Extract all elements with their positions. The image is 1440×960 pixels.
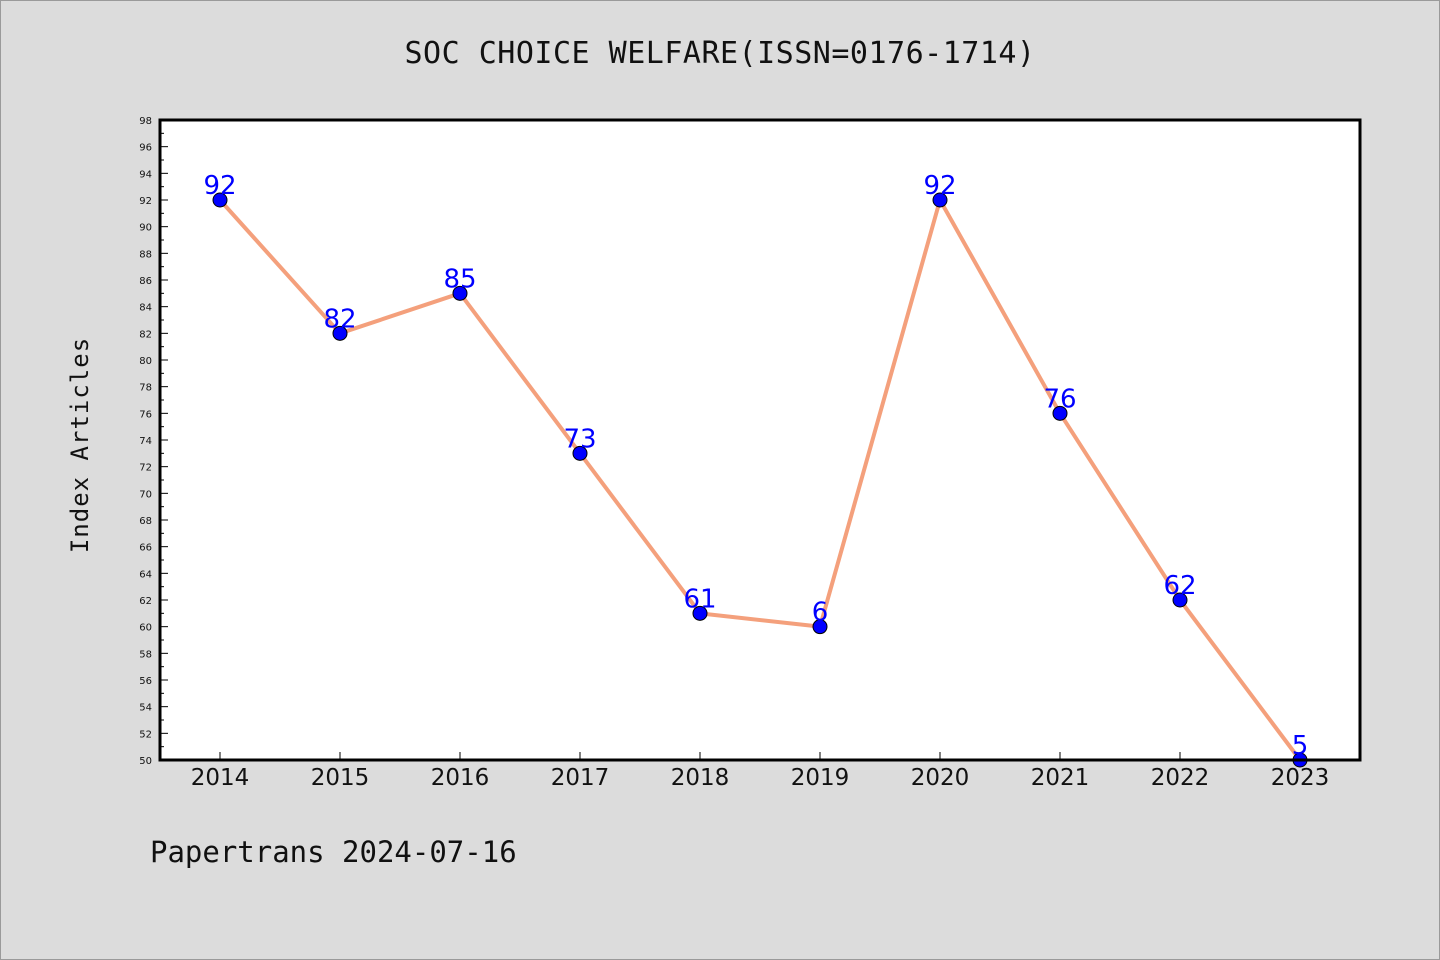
- data-point: [212, 192, 228, 208]
- data-label: 5: [1292, 731, 1309, 761]
- y-tick-label: 90: [139, 223, 152, 234]
- y-tick-label: 62: [139, 596, 152, 607]
- y-tick-label: 82: [139, 329, 152, 340]
- x-tick-label: 2022: [1151, 765, 1210, 791]
- y-tick-label: 56: [139, 676, 152, 687]
- x-tick-label: 2019: [791, 765, 850, 791]
- chart-title: SOC CHOICE WELFARE(ISSN=0176-1714): [404, 36, 1036, 71]
- x-tick-label: 2017: [551, 765, 610, 791]
- data-point: [332, 325, 348, 341]
- y-tick-label: 80: [139, 356, 152, 367]
- y-tick-label: 76: [139, 409, 152, 420]
- y-tick-label: 58: [139, 649, 152, 660]
- data-point: [572, 445, 588, 461]
- series-line: [218, 198, 1302, 762]
- footer-note: Papertrans 2024-07-16: [150, 835, 517, 869]
- y-tick-label: 60: [139, 623, 152, 634]
- y-tick-label: 84: [139, 303, 152, 314]
- y-tick-label: 50: [139, 756, 152, 767]
- data-label: 82: [323, 304, 356, 334]
- y-tick-label: 68: [139, 516, 152, 527]
- data-point: [1052, 405, 1068, 421]
- y-tick-label: 94: [139, 169, 152, 180]
- y-tick-label: 86: [139, 276, 152, 287]
- x-tick-label: 2021: [1031, 765, 1090, 791]
- y-tick-label: 88: [139, 249, 152, 260]
- data-label: 85: [443, 264, 476, 294]
- y-tick-label: 66: [139, 543, 152, 554]
- data-point: [692, 605, 708, 621]
- x-tick-label: 2014: [191, 765, 250, 791]
- data-label: 61: [683, 584, 716, 614]
- x-tick-label: 2015: [311, 765, 370, 791]
- data-point: [452, 285, 468, 301]
- data-point: [932, 192, 948, 208]
- data-label: 73: [563, 424, 596, 454]
- y-tick-label: 72: [139, 463, 152, 474]
- y-tick-label: 54: [139, 703, 152, 714]
- data-label: 92: [923, 171, 956, 201]
- y-tick-label: 98: [139, 116, 152, 127]
- y-tick-label: 92: [139, 196, 152, 207]
- data-label: 62: [1163, 571, 1196, 601]
- x-tick-label: 2023: [1271, 765, 1330, 791]
- data-label: 76: [1043, 384, 1076, 414]
- y-tick-label: 70: [139, 489, 152, 500]
- plot-area: [160, 120, 1360, 760]
- y-tick-label: 74: [139, 436, 152, 447]
- x-tick-label: 2018: [671, 765, 730, 791]
- data-label: 92: [203, 171, 236, 201]
- y-tick-label: 52: [139, 729, 152, 740]
- plot-border: [158, 118, 1362, 762]
- y-tick-label: 64: [139, 569, 152, 580]
- x-tick-label: 2016: [431, 765, 490, 791]
- data-label: 6: [812, 598, 829, 628]
- data-point: [812, 619, 828, 635]
- data-point: [1172, 592, 1188, 608]
- y-tick-label: 78: [139, 383, 152, 394]
- y-tick-label: 96: [139, 143, 152, 154]
- x-tick-label: 2020: [911, 765, 970, 791]
